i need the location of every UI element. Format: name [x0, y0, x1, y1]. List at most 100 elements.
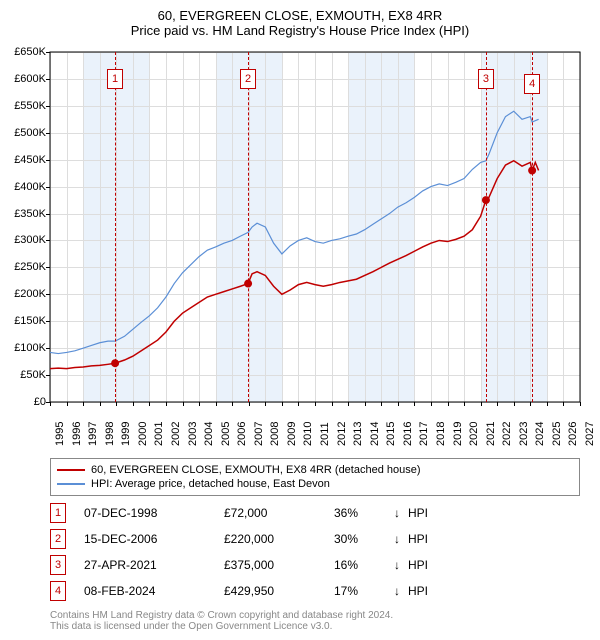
x-axis-label: 2024: [534, 422, 546, 446]
sales-pct: 30%: [334, 532, 394, 546]
legend-label: HPI: Average price, detached house, East…: [91, 478, 330, 490]
legend-swatch: [57, 469, 85, 471]
x-axis-label: 1998: [104, 422, 116, 446]
sales-vs-label: HPI: [408, 532, 428, 546]
y-axis-label: £350K: [14, 208, 46, 220]
event-marker-box: 4: [524, 74, 540, 94]
sales-vs-label: HPI: [408, 506, 428, 520]
event-marker-box: 1: [107, 69, 123, 89]
event-line: [486, 52, 487, 402]
chart-area: £0 £50K £100K £150K £200K £250K £300K £350K £400…: [0, 42, 600, 412]
x-axis-label: 2000: [137, 422, 149, 446]
sales-date: 27-APR-2021: [84, 558, 224, 572]
x-axis-label: 2018: [435, 422, 447, 446]
footer-line-1: Contains HM Land Registry data © Crown c…: [50, 610, 580, 621]
x-axis-label: 2009: [286, 422, 298, 446]
x-axis-label: 2014: [369, 422, 381, 446]
y-axis-label: £400K: [14, 181, 46, 193]
sales-pct: 36%: [334, 506, 394, 520]
x-axis-label: 2004: [203, 422, 215, 446]
sales-table: 107-DEC-1998£72,00036%↓HPI215-DEC-2006£2…: [50, 500, 580, 604]
sales-vs-label: HPI: [408, 558, 428, 572]
x-axis-label: 2010: [302, 422, 314, 446]
y-axis-label: £150K: [14, 315, 46, 327]
x-axis-label: 2013: [352, 422, 364, 446]
y-axis-label: £200K: [14, 288, 46, 300]
x-axis-label: 2001: [153, 422, 165, 446]
x-axis-label: 2021: [485, 422, 497, 446]
x-axis-label: 2017: [418, 422, 430, 446]
chart-svg: [0, 42, 600, 412]
x-axis-label: 2007: [253, 422, 265, 446]
sales-pct: 17%: [334, 584, 394, 598]
page-title: 60, EVERGREEN CLOSE, EXMOUTH, EX8 4RR: [0, 0, 600, 23]
y-axis-label: £450K: [14, 154, 46, 166]
x-axis-label: 2005: [220, 422, 232, 446]
x-axis-label: 1999: [120, 422, 132, 446]
legend-item: HPI: Average price, detached house, East…: [57, 477, 573, 491]
y-axis-label: £50K: [20, 369, 46, 381]
footer: Contains HM Land Registry data © Crown c…: [50, 610, 580, 632]
x-axis-labels: 1995 1996 1997 1998 1999 2000 2001 2002 2003 2004…: [0, 412, 600, 452]
down-arrow-icon: ↓: [394, 532, 408, 546]
y-axis-label: £300K: [14, 234, 46, 246]
x-axis-label: 2016: [402, 422, 414, 446]
sales-marker: 2: [50, 529, 66, 549]
x-axis-label: 2002: [170, 422, 182, 446]
footer-line-2: This data is licensed under the Open Gov…: [50, 621, 580, 632]
y-axis-label: £250K: [14, 261, 46, 273]
event-line: [248, 52, 249, 402]
y-axis-label: £550K: [14, 100, 46, 112]
x-axis-label: 2012: [336, 422, 348, 446]
x-axis-label: 1996: [71, 422, 83, 446]
y-axis-label: £100K: [14, 342, 46, 354]
sales-pct: 16%: [334, 558, 394, 572]
x-axis-label: 2026: [567, 422, 579, 446]
down-arrow-icon: ↓: [394, 506, 408, 520]
sales-marker: 3: [50, 555, 66, 575]
down-arrow-icon: ↓: [394, 558, 408, 572]
x-axis-label: 2022: [501, 422, 513, 446]
x-axis-label: 2023: [518, 422, 530, 446]
legend-label: 60, EVERGREEN CLOSE, EXMOUTH, EX8 4RR (d…: [91, 464, 421, 476]
sales-marker: 4: [50, 581, 66, 601]
legend-item: 60, EVERGREEN CLOSE, EXMOUTH, EX8 4RR (d…: [57, 463, 573, 477]
y-axis-label: £500K: [14, 127, 46, 139]
event-marker-box: 2: [240, 69, 256, 89]
x-axis-label: 2020: [468, 422, 480, 446]
down-arrow-icon: ↓: [394, 584, 408, 598]
x-axis-label: 2011: [319, 422, 331, 446]
x-axis-label: 2015: [385, 422, 397, 446]
sales-price: £220,000: [224, 532, 334, 546]
sales-marker: 1: [50, 503, 66, 523]
legend-swatch: [57, 483, 85, 485]
x-axis-label: 2025: [551, 422, 563, 446]
x-axis-label: 2008: [269, 422, 281, 446]
page-subtitle: Price paid vs. HM Land Registry's House …: [0, 23, 600, 42]
event-line: [115, 52, 116, 402]
sales-row: 4 08-FEB-2024£429,95017%↓HPI: [50, 578, 580, 604]
sales-price: £429,950: [224, 584, 334, 598]
event-marker-box: 3: [478, 69, 494, 89]
x-axis-label: 1997: [87, 422, 99, 446]
sales-vs-label: HPI: [408, 584, 428, 598]
sales-row: 2 15-DEC-2006£220,00030%↓HPI: [50, 526, 580, 552]
series-hpi: [50, 111, 539, 353]
sales-price: £375,000: [224, 558, 334, 572]
sales-price: £72,000: [224, 506, 334, 520]
y-axis-label: £0: [34, 396, 46, 408]
sales-date: 07-DEC-1998: [84, 506, 224, 520]
x-axis-label: 2019: [452, 422, 464, 446]
x-axis-label: 2006: [236, 422, 248, 446]
x-axis-label: 2003: [187, 422, 199, 446]
y-axis-label: £600K: [14, 73, 46, 85]
event-line: [532, 52, 533, 402]
x-axis-label: 2027: [584, 422, 596, 446]
legend: 60, EVERGREEN CLOSE, EXMOUTH, EX8 4RR (d…: [50, 458, 580, 496]
sales-row: 3 27-APR-2021£375,00016%↓HPI: [50, 552, 580, 578]
sales-date: 08-FEB-2024: [84, 584, 224, 598]
y-axis-label: £650K: [14, 46, 46, 58]
x-axis-label: 1995: [54, 422, 66, 446]
sales-date: 15-DEC-2006: [84, 532, 224, 546]
sales-row: 1 07-DEC-1998£72,00036%↓HPI: [50, 500, 580, 526]
